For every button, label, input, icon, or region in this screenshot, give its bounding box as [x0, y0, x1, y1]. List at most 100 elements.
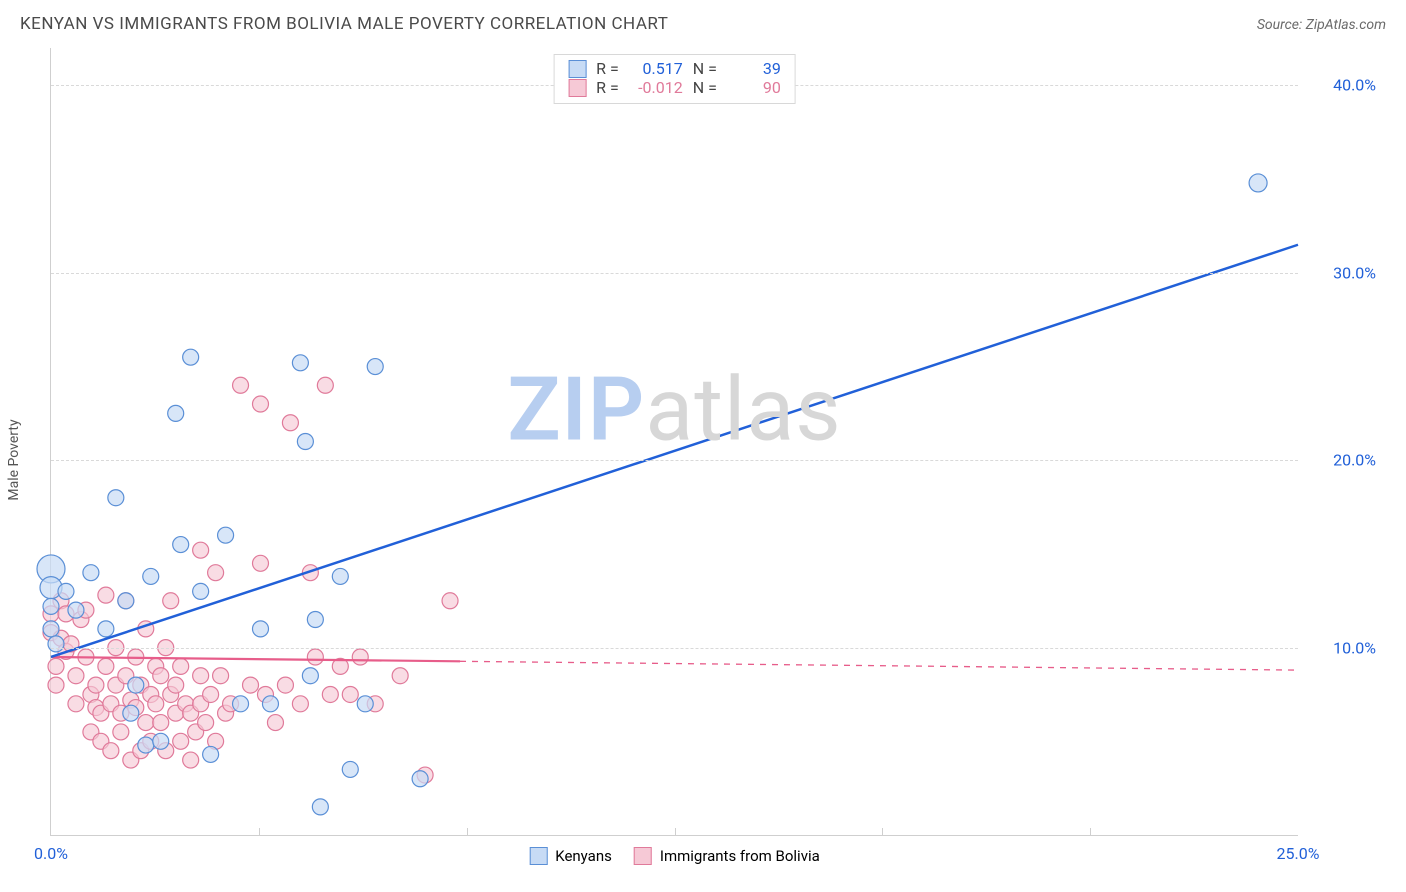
- data-point-kenyans: [1249, 174, 1267, 192]
- data-point-kenyans: [367, 359, 383, 375]
- data-point-bolivia: [243, 677, 259, 693]
- data-point-kenyans: [342, 761, 358, 777]
- data-point-kenyans: [168, 405, 184, 421]
- data-point-bolivia: [148, 696, 164, 712]
- data-point-bolivia: [113, 724, 129, 740]
- data-point-bolivia: [267, 715, 283, 731]
- data-point-kenyans: [153, 733, 169, 749]
- data-point-kenyans: [43, 598, 59, 614]
- plot-area: ZIPatlas R = 0.517 N = 39 R = -0.012 N =…: [50, 48, 1298, 836]
- data-point-bolivia: [173, 658, 189, 674]
- legend-label-kenyans: Kenyans: [555, 847, 612, 865]
- n-label: N =: [693, 59, 717, 78]
- data-point-kenyans: [252, 621, 268, 637]
- data-point-bolivia: [173, 733, 189, 749]
- x-minor-tick: [675, 828, 676, 836]
- x-minor-tick: [467, 828, 468, 836]
- data-point-kenyans: [203, 746, 219, 762]
- data-point-bolivia: [103, 743, 119, 759]
- n-value-bolivia: 90: [727, 78, 781, 97]
- data-point-kenyans: [143, 568, 159, 584]
- data-point-bolivia: [48, 658, 64, 674]
- data-point-bolivia: [88, 677, 104, 693]
- y-tick-label: 40.0%: [1333, 76, 1376, 95]
- data-point-bolivia: [213, 668, 229, 684]
- data-point-bolivia: [282, 415, 298, 431]
- x-minor-tick: [1090, 828, 1091, 836]
- data-point-kenyans: [48, 636, 64, 652]
- data-point-bolivia: [252, 555, 268, 571]
- data-point-bolivia: [163, 593, 179, 609]
- header: KENYAN VS IMMIGRANTS FROM BOLIVIA MALE P…: [0, 0, 1406, 42]
- swatch-bolivia-icon: [634, 847, 652, 865]
- data-point-kenyans: [292, 355, 308, 371]
- data-point-kenyans: [183, 349, 199, 365]
- data-point-bolivia: [442, 593, 458, 609]
- data-point-bolivia: [138, 715, 154, 731]
- swatch-kenyans: [568, 60, 586, 78]
- chart-container: Male Poverty ZIPatlas R = 0.517 N = 39 R…: [44, 48, 1388, 872]
- trend-line: [51, 245, 1298, 657]
- swatch-bolivia: [568, 79, 586, 97]
- data-point-kenyans: [262, 696, 278, 712]
- data-point-bolivia: [307, 649, 323, 665]
- data-point-kenyans: [307, 612, 323, 628]
- legend-label-bolivia: Immigrants from Bolivia: [660, 847, 820, 865]
- data-point-kenyans: [108, 490, 124, 506]
- data-point-kenyans: [332, 568, 348, 584]
- data-point-bolivia: [68, 696, 84, 712]
- legend-row-kenyans: R = 0.517 N = 39: [568, 59, 781, 78]
- y-tick-label: 20.0%: [1333, 451, 1376, 470]
- data-point-bolivia: [292, 696, 308, 712]
- data-point-kenyans: [302, 668, 318, 684]
- x-minor-tick: [882, 828, 883, 836]
- data-point-kenyans: [58, 583, 74, 599]
- data-point-kenyans: [173, 537, 189, 553]
- legend-item-kenyans: Kenyans: [529, 847, 612, 865]
- data-point-bolivia: [183, 752, 199, 768]
- data-point-kenyans: [193, 583, 209, 599]
- data-point-kenyans: [98, 621, 114, 637]
- swatch-kenyans-icon: [529, 847, 547, 865]
- data-point-bolivia: [193, 542, 209, 558]
- trend-line-extrapolated: [460, 661, 1298, 670]
- data-point-bolivia: [233, 377, 249, 393]
- data-point-bolivia: [208, 565, 224, 581]
- data-point-bolivia: [322, 686, 338, 702]
- r-label: R =: [596, 78, 619, 97]
- n-value-kenyans: 39: [727, 59, 781, 78]
- data-point-kenyans: [123, 705, 139, 721]
- chart-title: KENYAN VS IMMIGRANTS FROM BOLIVIA MALE P…: [20, 14, 668, 34]
- data-point-bolivia: [193, 668, 209, 684]
- data-point-bolivia: [392, 668, 408, 684]
- n-label: N =: [693, 78, 717, 97]
- data-point-kenyans: [43, 621, 59, 637]
- legend-item-bolivia: Immigrants from Bolivia: [634, 847, 820, 865]
- legend-row-bolivia: R = -0.012 N = 90: [568, 78, 781, 97]
- y-tick-label: 10.0%: [1333, 638, 1376, 657]
- data-point-bolivia: [153, 668, 169, 684]
- r-value-kenyans: 0.517: [629, 59, 683, 78]
- data-point-bolivia: [168, 677, 184, 693]
- grid-line: [51, 648, 1298, 649]
- correlation-legend: R = 0.517 N = 39 R = -0.012 N = 90: [553, 54, 796, 104]
- y-axis-label: Male Poverty: [6, 419, 22, 500]
- data-point-bolivia: [153, 715, 169, 731]
- source-attribution: Source: ZipAtlas.com: [1257, 17, 1386, 33]
- data-point-kenyans: [83, 565, 99, 581]
- r-value-bolivia: -0.012: [629, 78, 683, 97]
- data-point-kenyans: [128, 677, 144, 693]
- trend-line: [51, 657, 460, 661]
- plot-svg: [51, 48, 1298, 835]
- data-point-kenyans: [118, 593, 134, 609]
- data-point-bolivia: [342, 686, 358, 702]
- data-point-kenyans: [297, 434, 313, 450]
- data-point-bolivia: [252, 396, 268, 412]
- data-point-kenyans: [357, 696, 373, 712]
- data-point-kenyans: [312, 799, 328, 815]
- x-minor-tick: [259, 828, 260, 836]
- grid-line: [51, 273, 1298, 274]
- data-point-kenyans: [218, 527, 234, 543]
- data-point-kenyans: [68, 602, 84, 618]
- data-point-bolivia: [98, 658, 114, 674]
